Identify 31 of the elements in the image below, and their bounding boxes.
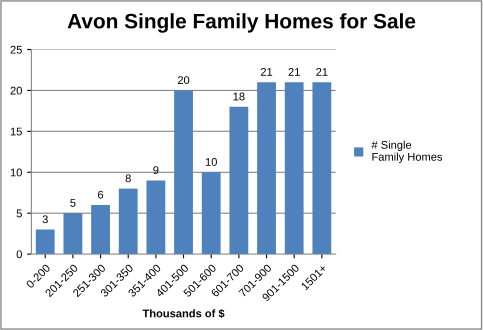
y-tick-label: 0 xyxy=(16,250,22,258)
bar xyxy=(202,172,221,254)
y-tick-label: 10 xyxy=(10,168,22,176)
bar xyxy=(312,82,332,254)
bar xyxy=(174,90,193,254)
y-tick-label: 15 xyxy=(10,128,22,136)
y-tick-label: 5 xyxy=(16,210,22,218)
data-label: 6 xyxy=(98,190,104,199)
data-label: 5 xyxy=(70,199,76,207)
data-label: 21 xyxy=(288,68,300,76)
chart-title: Avon Single Family Homes for Sale xyxy=(68,13,416,33)
y-tick-label: 20 xyxy=(10,86,22,95)
bar xyxy=(91,204,110,254)
bar xyxy=(284,82,304,254)
data-label: 20 xyxy=(178,76,190,84)
x-axis-title: Thousands of $ xyxy=(142,309,224,318)
bar xyxy=(229,106,248,254)
data-label: 21 xyxy=(260,68,272,76)
legend-label: # Single Family Homes xyxy=(372,140,442,163)
bar xyxy=(63,213,82,254)
bar xyxy=(36,230,55,254)
data-label: 9 xyxy=(153,166,158,174)
data-label: 18 xyxy=(234,92,245,100)
y-tick-label: 25 xyxy=(10,46,22,54)
data-label: 21 xyxy=(316,68,328,76)
data-label: 8 xyxy=(126,174,131,182)
bar xyxy=(257,82,276,254)
data-label: 10 xyxy=(206,158,217,166)
data-label: 3 xyxy=(42,215,48,224)
bar xyxy=(146,180,166,254)
bar xyxy=(118,188,138,254)
